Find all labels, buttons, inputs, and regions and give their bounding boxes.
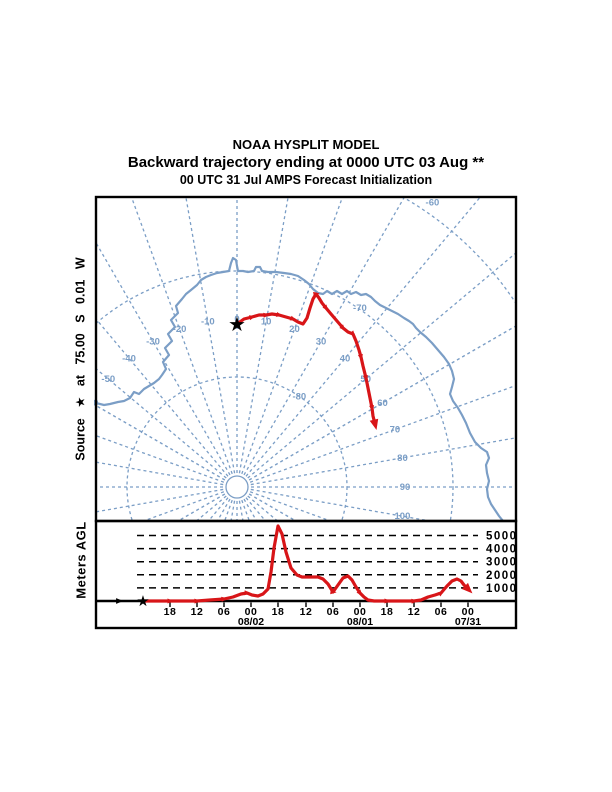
map-grid-labels: -60-50-40-30-20-100102030405060708090100… [94, 198, 439, 522]
time-tick-label: 12 [191, 606, 204, 618]
title-model: NOAA HYSPLIT MODEL [232, 137, 380, 152]
date-label: 08/02 [238, 616, 264, 628]
time-tick-label: 12 [300, 606, 313, 618]
lon-label--30: -30 [146, 337, 160, 348]
source-star: ★ [228, 312, 246, 336]
6h-marker [357, 353, 363, 361]
meters-agl-label: Meters AGL [73, 521, 89, 599]
map-frame [94, 195, 518, 523]
date-label: 07/31 [455, 616, 481, 628]
trajectory-start-arrow [461, 582, 473, 594]
grid-value-label: 4000 [486, 544, 518, 556]
6h-marker [263, 312, 270, 318]
pole-circle [225, 475, 249, 499]
lat-label--70: -70 [353, 303, 367, 314]
trajectory-line [141, 524, 470, 603]
time-tick-label: 00 [462, 606, 475, 618]
antarctica-coastline [97, 256, 504, 520]
meridian-60 [248, 325, 515, 481]
time-tick-label: 00 [354, 606, 367, 618]
meridian--40 [97, 319, 229, 477]
lon-label--40: -40 [122, 353, 136, 364]
lon-label-0: 0 [234, 314, 239, 325]
6h-marker [356, 589, 363, 596]
6h-marker [221, 596, 228, 602]
source-star: ★ [136, 592, 149, 610]
grid-value-label: 2000 [486, 570, 518, 582]
parallel-circle--70 [97, 270, 454, 520]
meridian-70 [249, 385, 515, 483]
height-profile-curve: ★ [116, 524, 473, 610]
meridian--50 [97, 368, 227, 479]
lon-label-90: 90 [400, 482, 411, 493]
6h-marker [437, 590, 444, 597]
time-tick-label: 06 [327, 606, 340, 618]
6h-marker [248, 315, 256, 321]
meridian--20 [131, 198, 233, 475]
lon-label-100: 100 [395, 511, 411, 522]
trajectory-start-arrow [369, 418, 379, 430]
meridian-30 [243, 198, 405, 476]
6h-marker [411, 598, 418, 604]
date-label: 08/01 [347, 616, 373, 628]
meridian-50 [247, 252, 515, 479]
time-tick-label: 06 [435, 606, 448, 618]
6h-marker [289, 315, 297, 321]
6h-marker [349, 330, 356, 337]
lon-label-70: 70 [390, 425, 401, 436]
time-tick-label: 06 [218, 606, 231, 618]
6h-marker [384, 598, 391, 604]
grid-value-label: 1000 [486, 583, 518, 595]
height-panel-frame [94, 519, 518, 630]
title-block: NOAA HYSPLIT MODEL Backward trajectory e… [0, 137, 612, 188]
6h-marker [322, 304, 329, 311]
time-tick-label: 00 [245, 606, 258, 618]
6h-marker [339, 324, 346, 331]
6h-marker [369, 405, 375, 412]
map-graticule [97, 198, 515, 520]
6h-marker [244, 590, 251, 596]
lon-label-40: 40 [340, 353, 351, 364]
lon-label-10: 10 [261, 317, 272, 328]
6h-marker [363, 375, 368, 382]
lon-label-80: 80 [397, 453, 408, 464]
lon-label-20: 20 [289, 324, 300, 335]
parallel-circle--60 [403, 198, 515, 304]
trajectory-line [235, 292, 377, 426]
lon-label-30: 30 [316, 337, 327, 348]
time-tick-label: 18 [381, 606, 394, 618]
map-trajectory: ★ [228, 291, 379, 430]
6h-marker [313, 291, 320, 297]
time-tick-label: 18 [164, 606, 177, 618]
lon-label--20: -20 [173, 324, 187, 335]
title-init: 00 UTC 31 Jul AMPS Forecast Initializati… [179, 173, 433, 187]
source-ground-marker [116, 598, 124, 604]
time-tick-label: 18 [272, 606, 285, 618]
trajectory-map: -60-50-40-30-20-100102030405060708090100… [94, 195, 518, 523]
grid-value-label: 5000 [486, 531, 518, 543]
lon-label--10: -10 [201, 317, 215, 328]
title-trajectory: Backward trajectory ending at 0000 UTC 0… [127, 154, 485, 171]
6h-marker [194, 598, 201, 604]
grid-value-label: 3000 [486, 557, 518, 569]
lat-label--60: -60 [426, 198, 440, 209]
6h-marker [276, 312, 283, 317]
lon-label-60: 60 [377, 398, 388, 409]
lat-label--80: -80 [292, 391, 306, 402]
time-tick-label: 12 [408, 606, 421, 618]
height-gridlines [137, 534, 478, 589]
parallel-circle--80 [126, 376, 348, 520]
6h-marker [330, 589, 337, 595]
lon-label--50: -50 [101, 374, 115, 385]
6h-marker [167, 598, 174, 604]
source-location-label: Source ★ at 75.00 S 0.01 W [73, 257, 88, 461]
